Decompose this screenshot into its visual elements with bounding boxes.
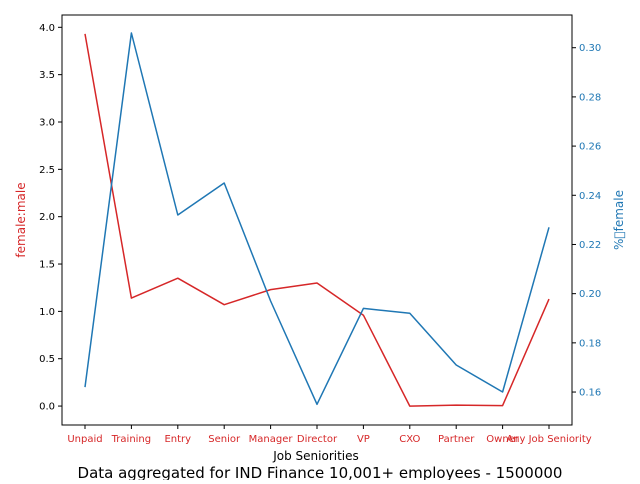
x-axis-title: Job Seniorities: [272, 449, 359, 463]
left-axis-title: female:male: [14, 182, 28, 257]
left-tick-label: 2.5: [39, 165, 55, 176]
right-axis-ticks: 0.16 0.18 0.20 0.22 0.24 0.26 0.28 0.30: [572, 43, 601, 399]
left-tick-label: 4.0: [39, 23, 55, 34]
right-tick-label: 0.16: [579, 388, 601, 399]
x-tick-label: Training: [111, 434, 151, 445]
left-tick-label: 0.0: [39, 402, 55, 413]
series-line-left: [84, 33, 550, 407]
left-tick-label: 1.5: [39, 260, 55, 271]
right-tick-label: 0.18: [579, 338, 601, 349]
series-lines: [84, 32, 550, 407]
x-tick-label: CXO: [399, 434, 420, 445]
x-tick-label: Unpaid: [67, 434, 102, 445]
x-tick-label: Any Job Seniority: [506, 434, 591, 445]
left-axis-ticks: 0.0 0.5 1.0 1.5 2.0 2.5 3.0 3.5 4.0: [39, 23, 62, 413]
right-tick-label: 0.20: [579, 289, 601, 300]
x-tick-label: VP: [357, 434, 370, 445]
left-tick-label: 3.0: [39, 117, 55, 128]
x-tick-label: Senior: [208, 434, 241, 445]
plot-frame: [61, 14, 573, 426]
right-tick-label: 0.22: [579, 240, 601, 251]
right-tick-label: 0.30: [579, 43, 601, 54]
right-tick-label: 0.28: [579, 92, 601, 103]
chart-caption: Data aggregated for IND Finance 10,001+ …: [78, 464, 563, 480]
left-tick-label: 0.5: [39, 354, 55, 365]
left-tick-label: 2.0: [39, 212, 55, 223]
series-line-right: [84, 32, 550, 406]
right-tick-label: 0.26: [579, 142, 601, 153]
right-axis-title: % female: [612, 190, 626, 250]
x-axis-ticks: Unpaid Training Entry Senior Manager Director…: [67, 425, 592, 445]
right-tick-label: 0.24: [579, 191, 601, 202]
left-tick-label: 3.5: [39, 70, 55, 81]
x-tick-label: Director: [297, 434, 338, 445]
x-tick-label: Entry: [164, 434, 191, 445]
x-tick-label: Owner: [486, 434, 520, 445]
x-tick-label: Partner: [438, 434, 475, 445]
left-tick-label: 1.0: [39, 307, 55, 318]
x-tick-label: Manager: [249, 434, 294, 445]
